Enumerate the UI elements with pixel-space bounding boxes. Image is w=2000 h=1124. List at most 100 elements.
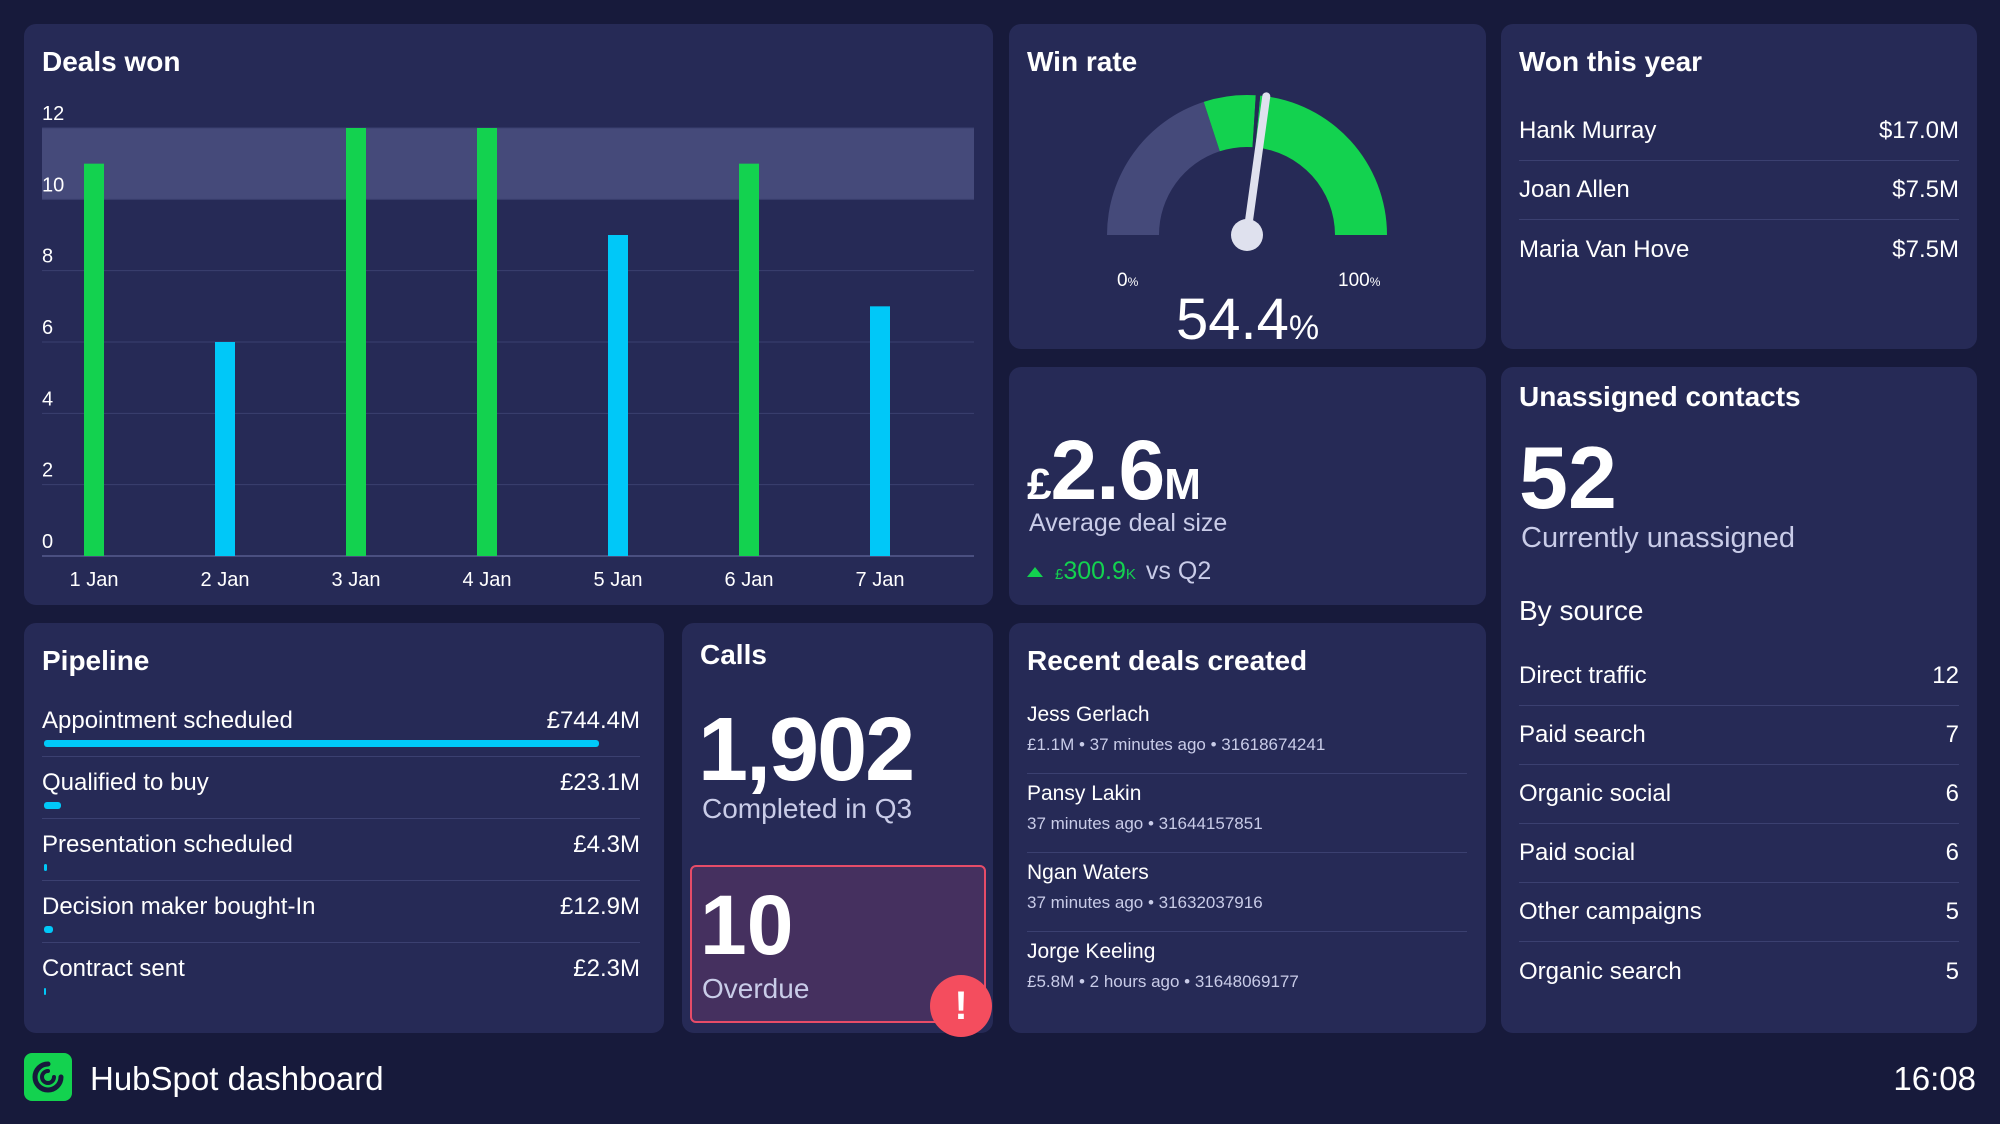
gauge-max-label: 100% (1338, 270, 1381, 291)
stage-label: Contract sent (42, 955, 185, 982)
list-item: Jess Gerlach £1.1M • 37 minutes ago • 31… (1027, 695, 1467, 774)
change-value: £300.9K (1055, 557, 1136, 585)
won-this-year-card: Won this year Hank Murray $17.0M Joan Al… (1501, 24, 1977, 349)
gauge-track (1107, 101, 1220, 236)
rep-value: $17.0M (1878, 117, 1959, 144)
x-tick-label: 5 Jan (594, 569, 643, 591)
stage-label: Presentation scheduled (42, 831, 293, 858)
list-item: Paid search 7 (1519, 706, 1959, 765)
source-value: 5 (1945, 957, 1959, 985)
calls-title: Calls (700, 639, 767, 670)
source-value: 7 (1945, 721, 1959, 748)
gauge-needle (1243, 92, 1271, 239)
list-item: Organic search 5 (1519, 942, 1959, 1001)
x-tick-label: 7 Jan (856, 569, 905, 591)
list-item: Pansy Lakin 37 minutes ago • 31644157851 (1027, 774, 1467, 853)
pipeline-card: Pipeline Appointment scheduled £744.4M Q… (24, 623, 664, 1033)
dashboard-title: HubSpot dashboard (90, 1060, 384, 1097)
bar (608, 235, 628, 556)
list-item: Joan Allen $7.5M (1519, 161, 1959, 220)
stage-value: £12.9M (559, 893, 640, 920)
source-name: Paid social (1519, 839, 1636, 866)
stage-label: Qualified to buy (42, 769, 209, 796)
rep-value: $7.5M (1892, 176, 1959, 203)
win-rate-value: 54.4% (1175, 287, 1320, 349)
average-deal-value: £2.6M (1027, 423, 1201, 517)
x-tick-label: 6 Jan (725, 569, 774, 591)
bar (346, 128, 366, 556)
unassigned-count: 52 (1519, 428, 1617, 527)
recent-deals-card: Recent deals created Jess Gerlach £1.1M … (1009, 623, 1486, 1033)
stage-bar (44, 740, 599, 747)
deal-meta: £1.1M • 37 minutes ago • 31618674241 (1027, 735, 1326, 754)
list-item: Hank Murray $17.0M (1519, 102, 1959, 161)
won-this-year-title: Won this year (1519, 46, 1703, 77)
stage-bar (44, 988, 46, 995)
calls-card: Calls 1,902 Completed in Q3 10 Overdue (682, 623, 993, 1033)
deal-meta: 37 minutes ago • 31632037916 (1027, 893, 1263, 912)
pipeline-title: Pipeline (42, 645, 150, 676)
y-tick-label: 8 (42, 246, 53, 268)
y-tick-label: 10 (42, 174, 64, 196)
y-tick-label: 6 (42, 317, 53, 339)
by-source-label: By source (1519, 595, 1644, 626)
deal-name: Pansy Lakin (1027, 782, 1142, 805)
calls-subtitle: Completed in Q3 (702, 793, 913, 824)
gauge-band (1203, 95, 1256, 152)
deal-meta: 37 minutes ago • 31644157851 (1027, 814, 1263, 833)
clock: 16:08 (1893, 1060, 1976, 1097)
source-list: Direct traffic 12 Paid search 7 Organic so… (1519, 647, 1959, 1001)
source-name: Paid search (1519, 721, 1646, 748)
unassigned-contacts-card: Unassigned contacts 52 Currently unassig… (1501, 367, 1977, 1033)
source-value: 6 (1945, 780, 1959, 807)
bar (84, 163, 104, 556)
bar (739, 163, 759, 556)
unassigned-title: Unassigned contacts (1519, 381, 1801, 412)
source-name: Direct traffic (1519, 662, 1647, 689)
bar (477, 128, 497, 556)
unassigned-subtitle: Currently unassigned (1521, 522, 1796, 554)
alert-icon: ! (930, 975, 992, 1037)
average-deal-card: £2.6M Average deal size £300.9K vs Q2 (1009, 367, 1486, 605)
stage-label: Appointment scheduled (42, 707, 293, 734)
list-item: Paid social 6 (1519, 824, 1959, 883)
list-item: Other campaigns 5 (1519, 883, 1959, 942)
y-tick-label: 12 (42, 103, 64, 125)
list-item: Direct traffic 12 (1519, 647, 1959, 706)
calls-count: 1,902 (698, 700, 915, 800)
y-tick-label: 2 (42, 460, 53, 482)
gauge-pivot (1231, 219, 1263, 251)
deals-won-card: Deals won 0 2 4 6 8 10 12 1 Jan 2 Jan 3 Jan 4 Jan 5… (24, 24, 993, 605)
deals-won-title: Deals won (42, 46, 181, 77)
pipeline-row: Qualified to buy £23.1M (42, 757, 640, 819)
deal-name: Jess Gerlach (1027, 703, 1150, 726)
deal-meta: £5.8M • 2 hours ago • 31648069177 (1027, 972, 1299, 991)
rep-name: Hank Murray (1519, 117, 1657, 144)
bar (215, 342, 235, 556)
target-band (42, 128, 974, 200)
rep-name: Maria Van Hove (1519, 235, 1690, 263)
win-rate-card: Win rate 0% 100% 54.4% (1009, 24, 1486, 349)
y-tick-label: 4 (42, 388, 53, 410)
source-value: 5 (1945, 898, 1959, 925)
list-item: Ngan Waters 37 minutes ago • 31632037916 (1027, 853, 1467, 932)
overdue-count: 10 (700, 878, 794, 972)
x-tick-label: 4 Jan (463, 569, 512, 591)
x-tick-label: 2 Jan (201, 569, 250, 591)
source-name: Other campaigns (1519, 898, 1702, 925)
list-item: Maria Van Hove $7.5M (1519, 220, 1959, 279)
trend-up-icon (1027, 566, 1043, 577)
deal-name: Ngan Waters (1027, 861, 1149, 884)
stage-value: £744.4M (546, 707, 640, 734)
pipeline-row: Decision maker bought-In £12.9M (42, 881, 640, 943)
gauge-min-label: 0% (1117, 270, 1139, 291)
stage-bar (44, 864, 47, 871)
overdue-label: Overdue (702, 973, 810, 1004)
won-this-year-list: Hank Murray $17.0M Joan Allen $7.5M Mari… (1519, 102, 1959, 279)
gauge-gap (1252, 95, 1261, 148)
hubspot-swirl-icon (24, 1053, 72, 1101)
rep-value: $7.5M (1892, 235, 1959, 263)
stage-value: £4.3M (573, 831, 640, 858)
recent-deals-title: Recent deals created (1027, 645, 1308, 676)
gauge-fill (1255, 95, 1387, 235)
